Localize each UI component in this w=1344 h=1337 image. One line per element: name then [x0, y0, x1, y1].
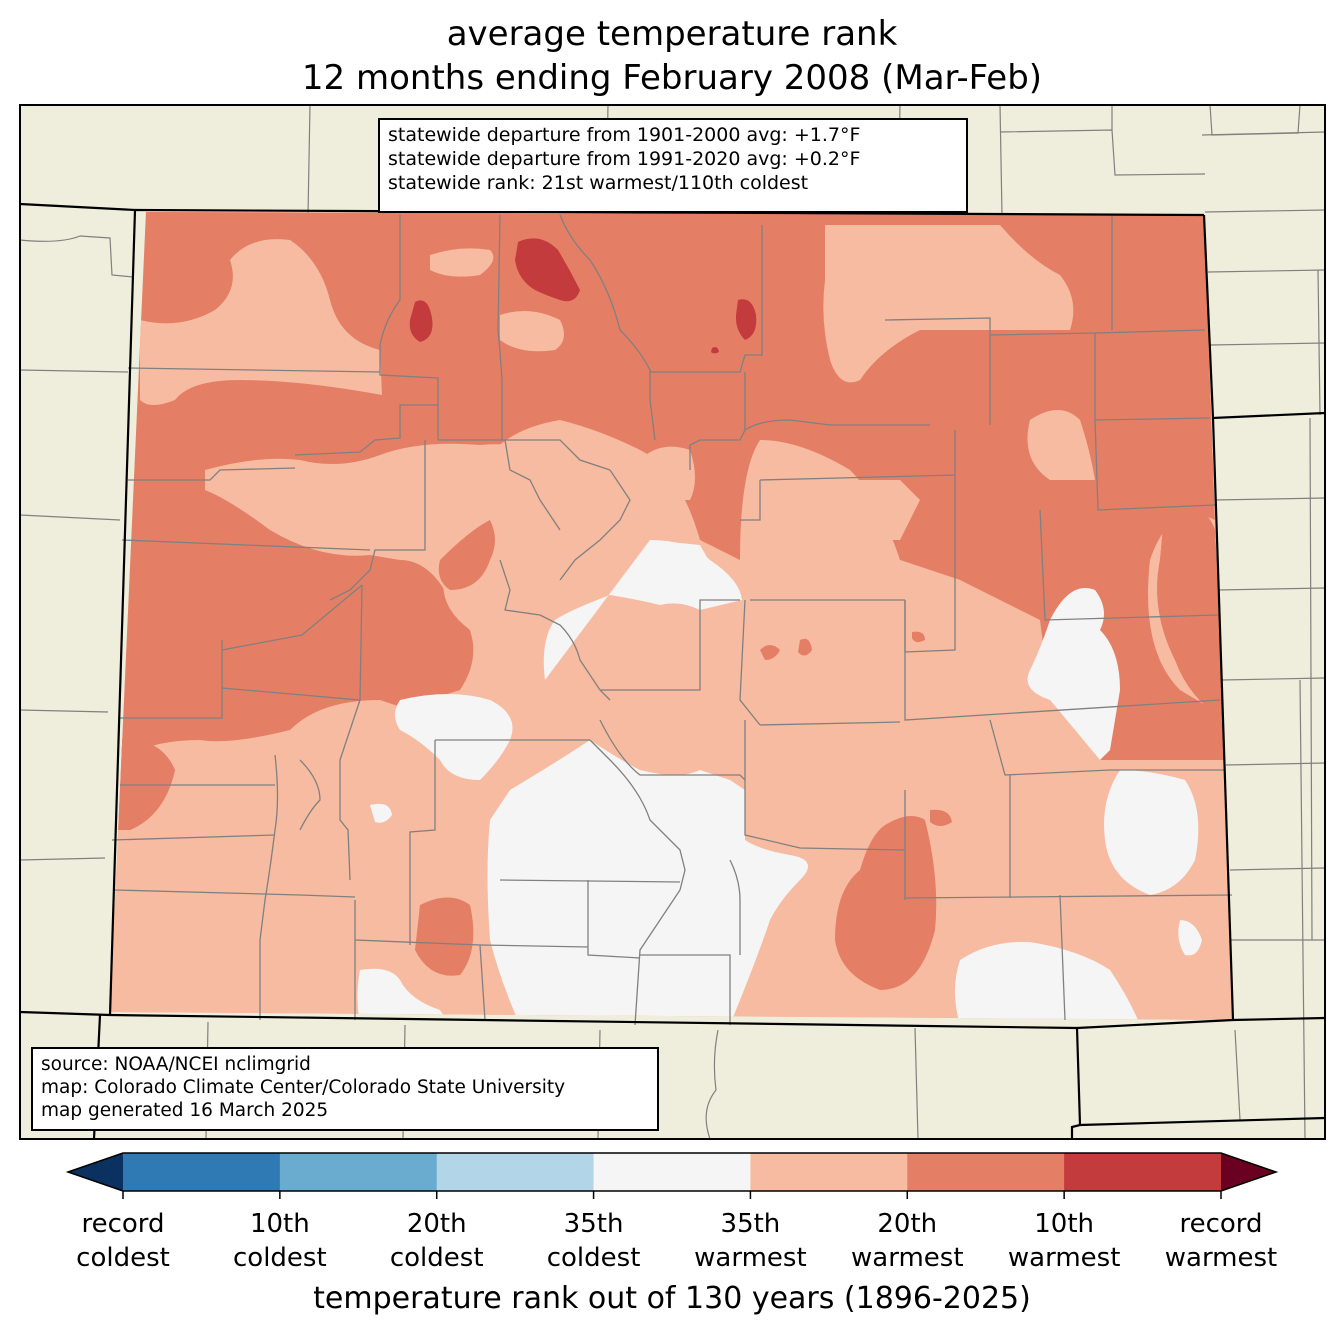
- stats-departure-1901-2000: statewide departure from 1901-2000 avg: …: [388, 124, 861, 146]
- colorbar-tick-label: record coldest: [43, 1207, 203, 1275]
- source-credit-box: source: NOAA/NCEI nclimgrid map: Colorad…: [31, 1047, 659, 1131]
- tick-label-line2: warmest: [694, 1243, 807, 1273]
- colorbar: [65, 1152, 1279, 1199]
- colorbar-bin-0: [123, 1153, 281, 1191]
- colorbar-bin-2: [436, 1153, 595, 1191]
- colorbar-tick-label: 10th warmest: [984, 1207, 1144, 1275]
- tick-label-line1: 10th: [249, 1209, 310, 1239]
- colorbar-label: temperature rank out of 130 years (1896-…: [313, 1281, 1031, 1316]
- tick-label-line2: coldest: [546, 1243, 641, 1273]
- colorbar-tick-label: 35th warmest: [670, 1207, 830, 1275]
- colorbar-bin-6: [1064, 1153, 1222, 1191]
- colorbar-tick-label: 20th warmest: [827, 1207, 987, 1275]
- map-frame: [19, 104, 1326, 1140]
- colorbar-extend-low: [68, 1153, 123, 1191]
- map-generated-line: map generated 16 March 2025: [41, 1100, 329, 1121]
- colorbar-extend-high: [1221, 1153, 1276, 1191]
- colorbar-tick-label: 10th coldest: [200, 1207, 360, 1275]
- tick-label-line1: 20th: [406, 1209, 467, 1239]
- tick-label-line1: 35th: [720, 1209, 781, 1239]
- map-title-line1: average temperature rank: [446, 14, 898, 54]
- colorbar-bin-1: [279, 1153, 438, 1191]
- statewide-stats-box: statewide departure from 1901-2000 avg: …: [378, 118, 968, 213]
- stats-departure-1991-2020: statewide departure from 1991-2020 avg: …: [388, 148, 861, 170]
- map-title-line2: 12 months ending February 2008 (Mar-Feb): [301, 58, 1043, 98]
- tick-label-line1: 20th: [877, 1209, 938, 1239]
- colorado-county-lines: [111, 214, 1233, 1026]
- colorbar-tick-label: 20th coldest: [357, 1207, 517, 1275]
- tick-label-line2: warmest: [851, 1243, 964, 1273]
- tick-label-line2: warmest: [1007, 1243, 1121, 1273]
- tick-label-line2: warmest: [1164, 1243, 1278, 1273]
- colorado-rank-fill: [110, 212, 1233, 1020]
- source-line: source: NOAA/NCEI nclimgrid: [41, 1054, 311, 1075]
- stats-statewide-rank: statewide rank: 21st warmest/110th colde…: [388, 172, 809, 194]
- colorbar-bin-4: [750, 1153, 908, 1191]
- tick-label-line1: record: [81, 1209, 165, 1239]
- colorbar-tick-label: record warmest: [1141, 1207, 1301, 1275]
- tick-label-line1: 35th: [563, 1209, 624, 1239]
- colorbar-tick-label: 35th coldest: [514, 1207, 674, 1275]
- tick-label-line2: coldest: [233, 1243, 327, 1273]
- tick-label-line2: coldest: [389, 1243, 484, 1273]
- tick-label-line2: coldest: [76, 1243, 170, 1273]
- tick-label-line1: 10th: [1034, 1209, 1095, 1239]
- colorbar-bin-5: [907, 1153, 1065, 1191]
- tick-label-line1: record: [1179, 1209, 1263, 1239]
- state-borders: [20, 202, 1325, 1139]
- colorbar-bin-3: [593, 1153, 751, 1191]
- map-credit-line: map: Colorado Climate Center/Colorado St…: [41, 1077, 566, 1098]
